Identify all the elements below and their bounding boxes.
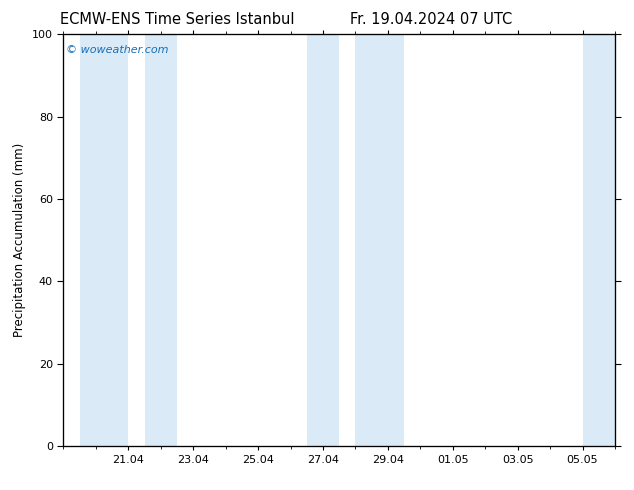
Y-axis label: Precipitation Accumulation (mm): Precipitation Accumulation (mm) [13,143,27,337]
Text: © woweather.com: © woweather.com [66,45,169,54]
Bar [307,34,339,446]
Text: Fr. 19.04.2024 07 UTC: Fr. 19.04.2024 07 UTC [350,12,512,27]
Bar [80,34,128,446]
Text: ECMW-ENS Time Series Istanbul: ECMW-ENS Time Series Istanbul [60,12,295,27]
Bar [356,34,404,446]
Bar [583,34,615,446]
Bar [145,34,177,446]
